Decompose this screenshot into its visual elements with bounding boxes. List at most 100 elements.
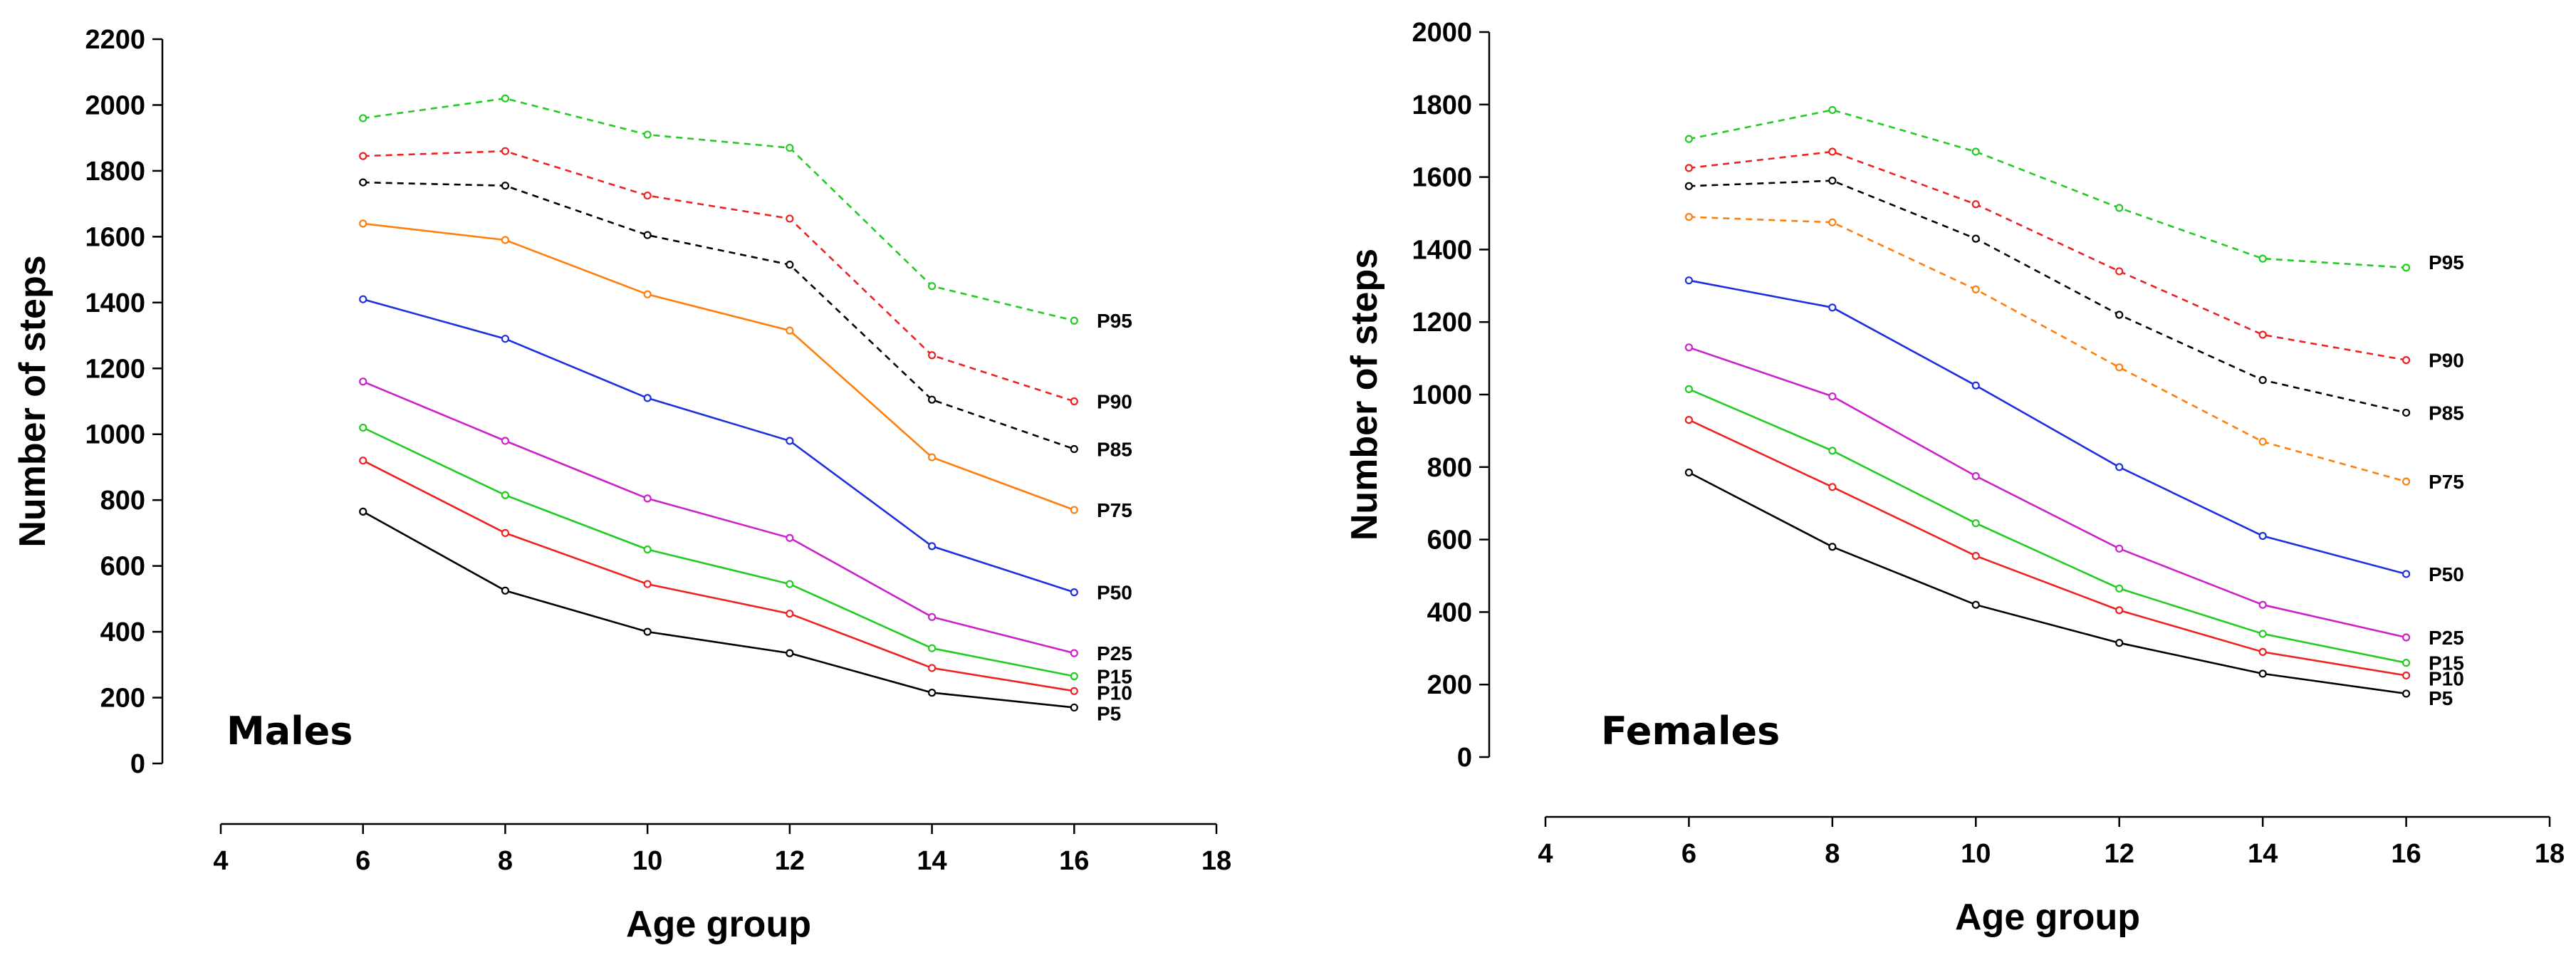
x-tick-label: 10 — [1961, 839, 1991, 869]
y-tick-label: 0 — [1457, 743, 1472, 773]
series-p5: P5 — [1684, 468, 2453, 709]
data-point-p5 — [927, 689, 937, 697]
series-label-p90: P90 — [1097, 391, 1132, 413]
x-tick-label: 12 — [2105, 839, 2134, 869]
data-point-p85 — [927, 395, 937, 404]
x-tick-label: 10 — [632, 846, 662, 876]
data-point-p90 — [501, 147, 510, 155]
data-point-p10 — [643, 580, 652, 588]
data-point-p10 — [2258, 647, 2267, 656]
series-line-p15 — [363, 427, 1075, 677]
data-point-p75 — [1971, 285, 1980, 293]
data-point-p90 — [2115, 267, 2124, 276]
series-p75: P75 — [1684, 212, 2464, 493]
data-point-p90 — [2402, 356, 2411, 365]
series-label-p50: P50 — [1097, 582, 1132, 604]
data-point-p75 — [501, 236, 510, 244]
y-tick-label: 1800 — [85, 157, 145, 187]
data-point-p15 — [927, 644, 937, 652]
data-point-p90 — [359, 152, 367, 160]
series-p95: P95 — [359, 94, 1132, 332]
data-point-p50 — [927, 542, 937, 551]
series-label-p95: P95 — [2429, 251, 2464, 273]
data-point-p95 — [2115, 204, 2124, 212]
series-label-p10: P10 — [1097, 682, 1132, 704]
data-point-p95 — [1684, 135, 1694, 143]
data-point-p85 — [643, 231, 652, 239]
data-point-p25 — [359, 377, 367, 386]
data-point-p15 — [786, 580, 794, 588]
series-line-p25 — [1688, 346, 2406, 639]
series-p10: P10 — [359, 457, 1132, 704]
series-line-p95 — [363, 97, 1075, 322]
x-tick-label: 4 — [213, 846, 228, 876]
series-line-p5 — [363, 511, 1075, 709]
data-point-p95 — [786, 143, 794, 152]
data-point-p85 — [1828, 177, 1837, 185]
data-point-p75 — [2402, 477, 2411, 486]
data-point-p25 — [2115, 544, 2124, 553]
data-point-p85 — [786, 261, 794, 269]
data-point-p85 — [2115, 311, 2124, 319]
data-point-p85 — [1070, 444, 1078, 454]
data-point-p50 — [1971, 381, 1980, 390]
data-point-p25 — [927, 612, 937, 621]
data-point-p15 — [2258, 630, 2267, 638]
series-line-p85 — [1689, 179, 2406, 414]
data-point-p5 — [359, 507, 367, 516]
series-p85: P85 — [1684, 177, 2464, 424]
x-tick-label: 12 — [775, 846, 805, 876]
x-tick-label: 6 — [1681, 839, 1696, 869]
data-point-p75 — [927, 453, 937, 461]
data-point-p10 — [501, 528, 510, 538]
data-point-p25 — [501, 437, 510, 445]
x-tick-label: 16 — [1059, 846, 1089, 876]
data-point-p10 — [2402, 671, 2411, 680]
series-label-p95: P95 — [1097, 310, 1132, 332]
data-point-p5 — [1070, 703, 1078, 712]
data-point-p75 — [359, 219, 367, 228]
data-point-p50 — [1828, 303, 1837, 312]
data-point-p15 — [1070, 672, 1078, 681]
data-point-p90 — [1828, 147, 1837, 156]
y-tick-label: 1400 — [85, 288, 145, 318]
data-point-p75 — [643, 290, 652, 298]
data-point-p5 — [643, 627, 652, 636]
series-p95: P95 — [1684, 105, 2464, 273]
x-tick-label: 6 — [355, 846, 370, 876]
x-tick-label: 18 — [2535, 839, 2565, 869]
series-p50: P50 — [1684, 276, 2464, 585]
data-point-p50 — [1684, 276, 1694, 285]
series-label-p75: P75 — [2429, 471, 2464, 493]
series-p90: P90 — [1684, 147, 2464, 372]
data-point-p90 — [786, 214, 794, 223]
x-tick-label: 16 — [2391, 839, 2421, 869]
data-point-p25 — [643, 494, 652, 503]
series-line-p10 — [1688, 419, 2406, 677]
data-point-p95 — [359, 114, 367, 122]
data-point-p15 — [359, 423, 367, 432]
y-tick-label: 1600 — [1412, 163, 1472, 193]
x-axis-title: Age group — [1955, 897, 2140, 938]
series-label-p75: P75 — [1097, 499, 1132, 521]
x-tick-label: 18 — [1201, 846, 1231, 876]
data-point-p5 — [1971, 600, 1980, 609]
data-point-p75 — [1684, 212, 1694, 221]
series-p50: P50 — [359, 295, 1132, 604]
x-tick-label: 14 — [917, 846, 947, 876]
data-point-p5 — [2402, 689, 2411, 698]
data-point-p75 — [1828, 218, 1837, 226]
data-point-p15 — [501, 491, 510, 499]
series-label-p85: P85 — [1097, 439, 1132, 461]
series-line-p25 — [363, 380, 1075, 655]
data-point-p10 — [1684, 416, 1694, 424]
series-p5: P5 — [359, 507, 1121, 724]
males-chart: 0 200 400 600 800 1000 1200 1400 1600 1800 2000 220… — [12, 25, 1231, 945]
females-chart: 0 200 400 600 800 1000 1200 1400 1600 1800 2000 4 6 8… — [1344, 18, 2565, 938]
y-tick-label: 1000 — [85, 420, 145, 450]
series-label-p15: P15 — [1097, 665, 1132, 687]
data-point-p5 — [786, 649, 794, 657]
data-point-p95 — [1070, 316, 1078, 325]
series-line-p5 — [1688, 471, 2406, 695]
series-label-p25: P25 — [1097, 642, 1132, 664]
